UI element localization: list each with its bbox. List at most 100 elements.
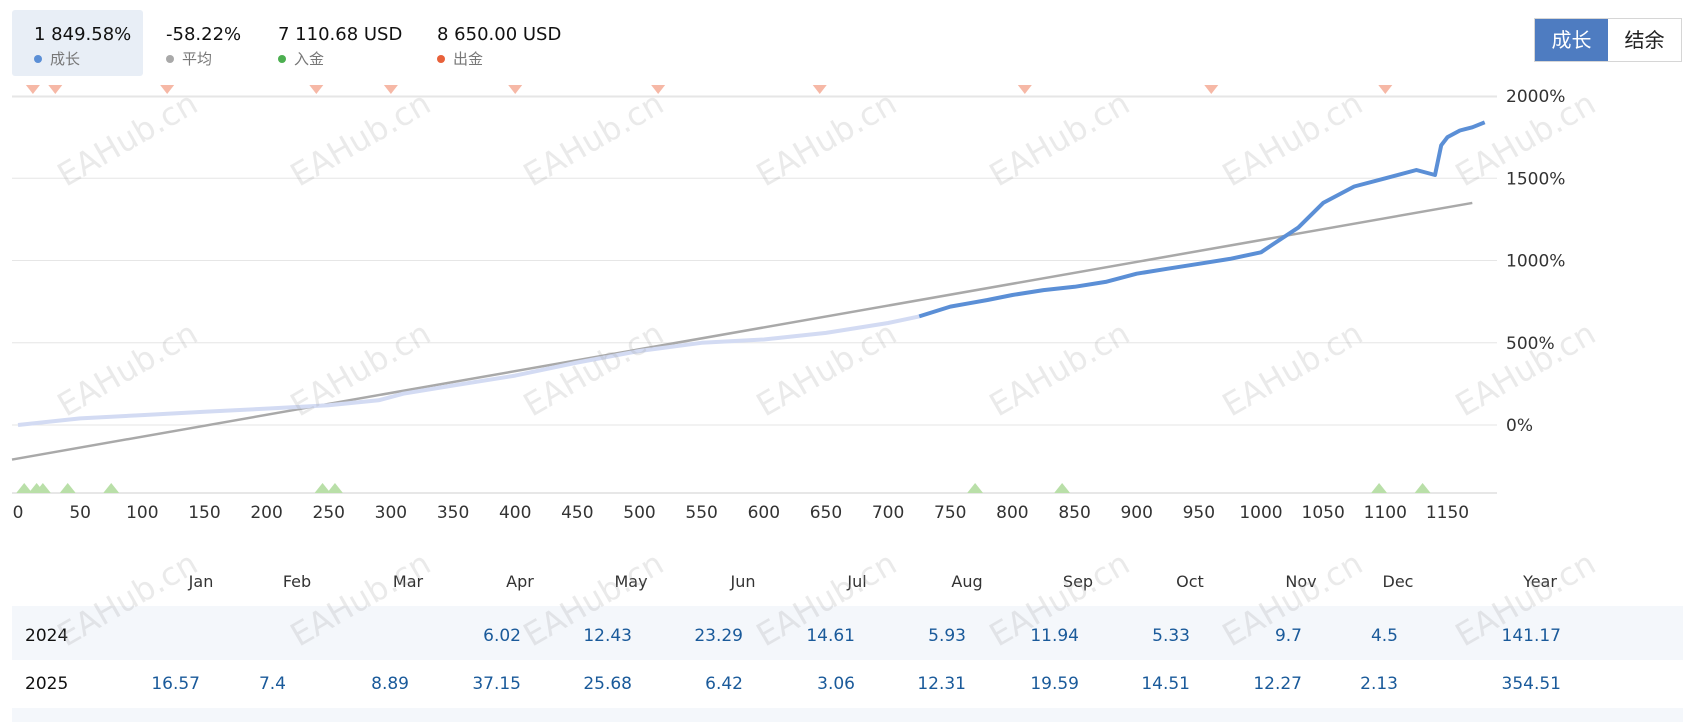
x-tick-label: 350 — [437, 503, 469, 523]
table-cell: 23.29 — [694, 626, 743, 646]
stat-withdrawal-value: 8 650.00 USD — [437, 24, 562, 45]
x-tick-label: 700 — [872, 503, 904, 523]
table-cell: 6.02 — [483, 626, 521, 646]
withdrawal-marker — [160, 85, 175, 94]
stat-average[interactable]: -58.22% 平均 — [155, 10, 265, 76]
month-header: Nov — [1285, 572, 1317, 591]
deposit-dot-icon — [278, 55, 286, 63]
month-header-row: Jan Feb Mar Apr May Jun Jul Aug Sep Oct Nov Dec Year — [0, 572, 1683, 602]
x-tick-label: 500 — [623, 503, 655, 523]
y-tick-label: 1500% — [1506, 169, 1565, 189]
growth-chart: 2000% 1500% 1000% 500% 0% 0 50 100 150 200 250 300 3… — [11, 85, 1565, 523]
table-cell: 354.51 — [1501, 674, 1561, 694]
x-tick-label: 250 — [313, 503, 345, 523]
x-tick-label: 300 — [375, 503, 407, 523]
table-cell: 9.7 — [1274, 626, 1302, 646]
growth-line-faded — [17, 314, 920, 427]
withdrawal-marker — [1204, 85, 1219, 94]
table-cell: 6.42 — [705, 674, 743, 694]
stat-deposit[interactable]: 7 110.68 USD 入金 — [266, 10, 416, 76]
stat-withdrawal-label: 出金 — [437, 48, 483, 69]
table-cell: 4.5 — [1370, 626, 1398, 646]
x-tick-label: 900 — [1120, 503, 1152, 523]
stat-growth[interactable]: 1 849.58% 成长 — [12, 10, 143, 76]
withdrawal-marker — [1378, 85, 1393, 94]
x-tick-label: 550 — [685, 503, 717, 523]
view-toggle: 成长 结余 — [1534, 18, 1682, 62]
month-header: Dec — [1382, 572, 1414, 591]
withdrawal-marker — [309, 85, 324, 94]
table-cell: 19.59 — [1030, 674, 1079, 694]
stat-deposit-value: 7 110.68 USD — [278, 24, 403, 45]
x-tick-label: 450 — [561, 503, 593, 523]
x-tick-label: 950 — [1183, 503, 1215, 523]
deposit-marker — [326, 483, 343, 493]
deposit-marker — [1054, 483, 1071, 493]
x-tick-label: 50 — [69, 503, 91, 523]
deposit-marker — [103, 483, 120, 493]
table-cell: 12.27 — [1253, 674, 1302, 694]
monthly-returns-table: 2024 6.02 12.43 23.29 14.61 5.93 11.94 5.33 9.7 4… — [12, 606, 1683, 722]
y-tick-label: 1000% — [1506, 252, 1565, 272]
growth-toggle-button[interactable]: 成长 — [1535, 19, 1608, 61]
deposit-marker — [59, 483, 76, 493]
deposit-marker — [1371, 483, 1388, 493]
table-cell: 5.33 — [1152, 626, 1190, 646]
y-tick-label: 0% — [1506, 416, 1533, 436]
row-year: 2024 — [25, 626, 69, 646]
x-tick-label: 650 — [810, 503, 842, 523]
table-cell: 5.93 — [928, 626, 966, 646]
table-cell: 7.4 — [258, 674, 286, 694]
month-header: May — [614, 572, 648, 591]
table-cell: 14.51 — [1141, 674, 1190, 694]
table-cell: 16.57 — [151, 674, 200, 694]
month-header: Feb — [282, 572, 312, 591]
table-cell: 12.43 — [583, 626, 632, 646]
average-line — [11, 201, 1473, 461]
y-tick-label: 500% — [1506, 334, 1555, 354]
x-tick-label: 1100 — [1364, 503, 1407, 523]
deposit-marker — [34, 483, 51, 493]
table-cell: 12.31 — [917, 674, 966, 694]
stat-growth-value: 1 849.58% — [34, 24, 132, 45]
table-cell: 14.61 — [806, 626, 855, 646]
x-tick-label: 1050 — [1302, 503, 1345, 523]
withdrawal-marker — [508, 85, 523, 94]
x-tick-label: 150 — [188, 503, 220, 523]
month-header: Jul — [847, 572, 867, 591]
balance-toggle-button[interactable]: 结余 — [1608, 19, 1681, 61]
withdrawal-dot-icon — [437, 55, 445, 63]
month-header: Oct — [1176, 572, 1204, 591]
x-tick-label: 200 — [250, 503, 282, 523]
month-header: Jun — [730, 572, 756, 591]
table-row: 2025 16.57 7.4 8.89 37.15 25.68 6.42 3.06 12.31 1… — [12, 660, 1683, 708]
x-tick-label: 800 — [996, 503, 1028, 523]
x-tick-label: 1000 — [1239, 503, 1282, 523]
x-tick-label: 850 — [1058, 503, 1090, 523]
month-header: Apr — [506, 572, 534, 591]
x-tick-label: 0 — [13, 503, 24, 523]
deposit-marker — [314, 483, 331, 493]
x-tick-label: 100 — [126, 503, 158, 523]
withdrawal-marker — [383, 85, 398, 94]
table-cell: 3.06 — [817, 674, 855, 694]
stat-withdrawal[interactable]: 8 650.00 USD 出金 — [425, 10, 585, 76]
table-cell: 25.68 — [583, 674, 632, 694]
month-header: Jan — [188, 572, 214, 591]
stat-growth-label: 成长 — [34, 48, 80, 69]
deposit-marker — [1414, 483, 1431, 493]
table-row: 2024 6.02 12.43 23.29 14.61 5.93 11.94 5.33 9.7 4… — [12, 612, 1683, 660]
x-tick-label: 600 — [748, 503, 780, 523]
y-tick-label: 2000% — [1506, 87, 1565, 107]
stats-bar: 1 849.58% 成长 -58.22% 平均 7 110.68 USD 入金 … — [0, 0, 700, 80]
table-cell: 2.13 — [1360, 674, 1398, 694]
withdrawal-marker — [1017, 85, 1032, 94]
table-cell: 11.94 — [1030, 626, 1079, 646]
table-cell: 37.15 — [472, 674, 521, 694]
month-header: Mar — [392, 572, 424, 591]
x-tick-label: 400 — [499, 503, 531, 523]
x-tick-label: 750 — [934, 503, 966, 523]
stat-deposit-label: 入金 — [278, 48, 324, 69]
table-cell: 8.89 — [371, 674, 409, 694]
average-dot-icon — [166, 55, 174, 63]
